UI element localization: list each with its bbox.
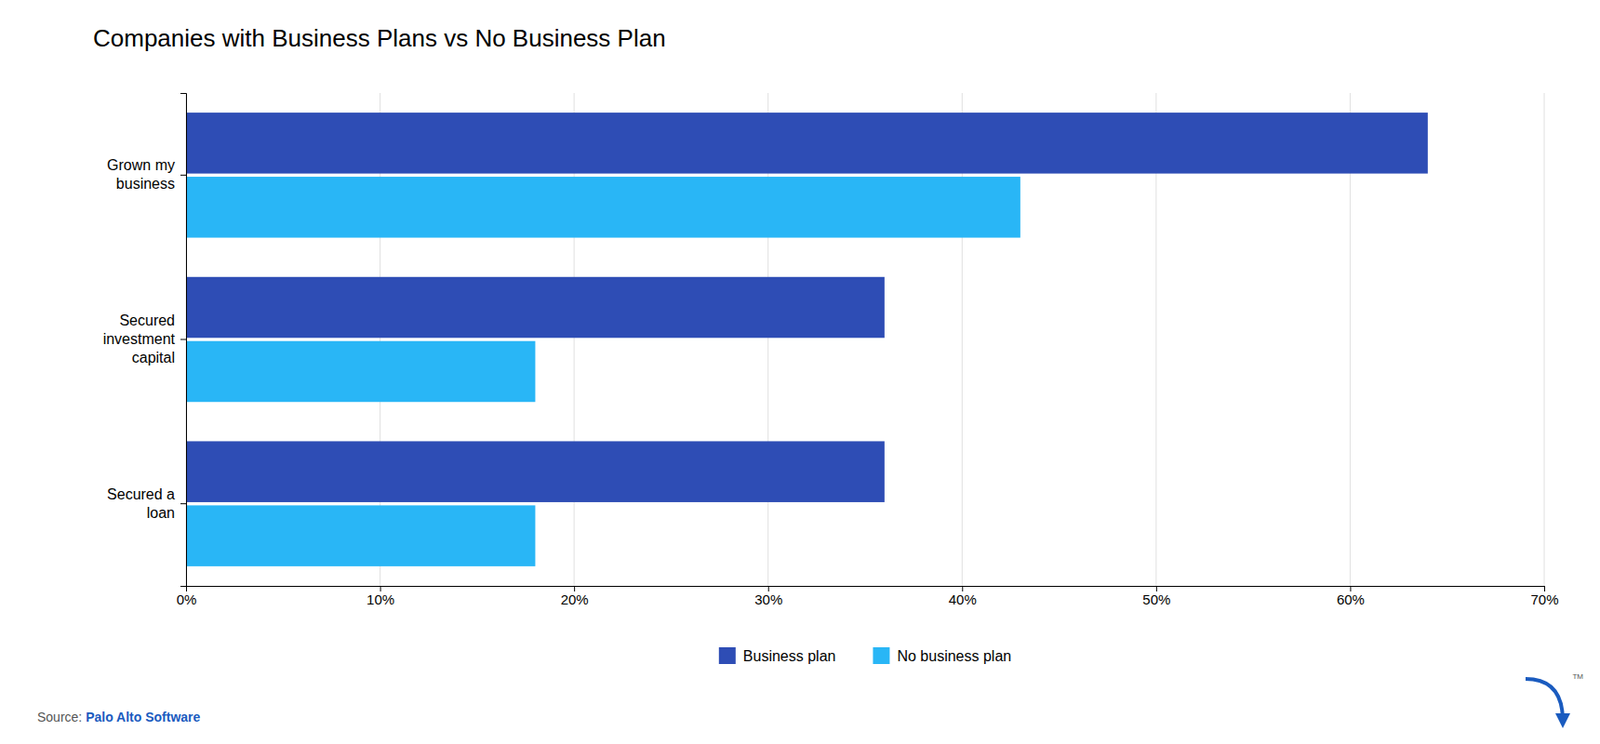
logo: TM (1525, 672, 1584, 721)
grid (186, 93, 1545, 587)
x-tick: 10% (366, 586, 395, 608)
series (186, 112, 1428, 503)
source-name: Palo Alto Software (85, 709, 200, 725)
y-tick-mark (180, 339, 187, 341)
bar (186, 505, 535, 566)
bar (186, 341, 535, 402)
y-axis-line (180, 93, 187, 587)
y-tick-label: Securedinvestmentcapital (103, 312, 176, 366)
source-label: Source: (37, 709, 86, 725)
x-tick-label: 60% (1336, 591, 1365, 608)
y-tick: Securedinvestmentcapital (103, 312, 187, 366)
x-tick: 70% (1530, 586, 1559, 608)
legend: Business plan No business plan (719, 647, 1012, 665)
legend-item: No business plan (872, 647, 1012, 665)
x-tick-label: 70% (1530, 591, 1559, 608)
title: Companies with Business Plans vs No Busi… (93, 24, 667, 53)
x-tick-label: 0% (176, 591, 198, 608)
x-tick: 40% (948, 586, 977, 608)
source: Source: Palo Alto Software (37, 709, 201, 725)
legend-swatch (872, 647, 890, 665)
bar (186, 277, 885, 338)
y-tick: Secured aloan (106, 486, 187, 521)
y-tick-label: Grown mybusiness (106, 157, 175, 192)
x-tick: 30% (754, 586, 783, 608)
bar (186, 176, 1021, 238)
bar (186, 112, 1428, 174)
grid-line (1544, 93, 1546, 587)
chart: Companies with Business Plans vs No Busi… (0, 0, 1600, 744)
series (186, 176, 1021, 567)
x-tick-label: 10% (366, 591, 395, 608)
x-tick: 50% (1142, 586, 1171, 608)
y-tick-label: Secured aloan (106, 486, 175, 521)
legend-swatch (719, 647, 736, 665)
x-axis: 0% 10% 20% 30% 40% 50% 60% 70% (176, 586, 1560, 608)
bars (186, 112, 1428, 567)
x-tick-label: 30% (754, 591, 783, 608)
x-tick: 0% (176, 586, 198, 608)
logo-arrow (1525, 679, 1563, 721)
x-tick-label: 50% (1142, 591, 1171, 608)
y-tick-mark (180, 503, 187, 505)
logo-tm: TM (1572, 672, 1584, 681)
x-tick-label: 40% (948, 591, 977, 608)
x-tick-label: 20% (560, 591, 589, 608)
legend-item: Business plan (719, 647, 837, 665)
legend-label: Business plan (743, 648, 837, 665)
x-tick: 60% (1336, 586, 1365, 608)
plot: 0% 10% 20% 30% 40% 50% 60% 70% Grown mybusiness S… (103, 93, 1560, 608)
y-tick-mark (180, 174, 187, 176)
x-tick: 20% (560, 586, 589, 608)
y-tick: Grown mybusiness (106, 157, 187, 192)
bar (186, 440, 885, 502)
y-axis: Grown mybusiness Securedinvestmentcapital… (103, 93, 187, 587)
legend-label: No business plan (896, 648, 1012, 665)
